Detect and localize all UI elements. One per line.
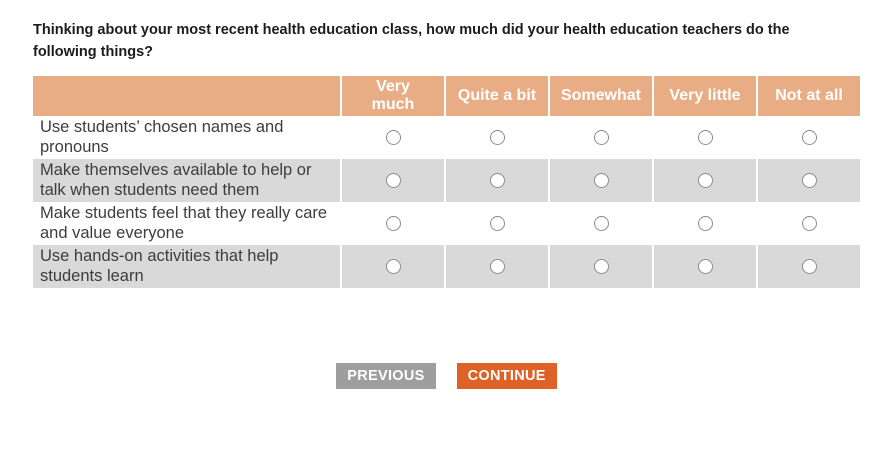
radio-button[interactable] [593, 129, 609, 145]
radio-cell [652, 158, 756, 202]
column-header: Not at all [756, 75, 860, 116]
radio-cell [652, 201, 756, 245]
radio-cell [340, 201, 444, 245]
column-header: Somewhat [548, 75, 652, 116]
matrix-row: Make students feel that they really care… [33, 201, 860, 245]
question-title: Thinking about your most recent health e… [33, 22, 790, 60]
column-header: Quite a bit [444, 75, 548, 116]
matrix-corner-cell [33, 75, 340, 116]
matrix-row: Make themselves available to help or tal… [33, 158, 860, 202]
radio-cell [340, 158, 444, 202]
radio-cell [548, 115, 652, 159]
radio-button[interactable] [697, 215, 713, 231]
column-header: Very little [652, 75, 756, 116]
previous-button[interactable]: PREVIOUS [336, 362, 436, 389]
radio-cell [444, 201, 548, 245]
radio-button[interactable] [593, 172, 609, 188]
radio-button[interactable] [801, 129, 817, 145]
radio-button[interactable] [489, 215, 505, 231]
radio-cell [756, 201, 860, 245]
radio-cell [444, 158, 548, 202]
radio-button[interactable] [489, 258, 505, 274]
matrix-row: Use students’ chosen names and pronouns [33, 115, 860, 159]
radio-cell [444, 244, 548, 288]
radio-button[interactable] [489, 172, 505, 188]
matrix-table: Very much Quite a bit Somewhat Very little N… [33, 75, 860, 288]
radio-cell [340, 244, 444, 288]
radio-cell [652, 244, 756, 288]
radio-button[interactable] [489, 129, 505, 145]
navigation-buttons: PREVIOUS CONTINUE [33, 362, 860, 389]
radio-button[interactable] [697, 258, 713, 274]
radio-button[interactable] [801, 215, 817, 231]
row-label: Use students’ chosen names and pronouns [33, 115, 340, 159]
radio-cell [652, 115, 756, 159]
radio-cell [444, 115, 548, 159]
radio-button[interactable] [593, 215, 609, 231]
radio-button[interactable] [385, 129, 401, 145]
radio-button[interactable] [593, 258, 609, 274]
matrix-row: Use hands-on activities that help studen… [33, 244, 860, 288]
radio-cell [756, 244, 860, 288]
continue-button[interactable]: CONTINUE [456, 362, 557, 389]
radio-cell [756, 115, 860, 159]
radio-cell [548, 158, 652, 202]
row-label: Make themselves available to help or tal… [33, 158, 340, 202]
radio-cell [548, 201, 652, 245]
radio-button[interactable] [697, 129, 713, 145]
column-header: Very much [340, 75, 444, 116]
matrix-header-row: Very much Quite a bit Somewhat Very little N… [33, 75, 860, 116]
radio-button[interactable] [801, 172, 817, 188]
radio-cell [756, 158, 860, 202]
radio-cell [340, 115, 444, 159]
matrix-body: Use students’ chosen names and pronouns M… [33, 115, 860, 288]
radio-button[interactable] [385, 258, 401, 274]
question-block: Thinking about your most recent health e… [33, 20, 860, 389]
radio-button[interactable] [385, 172, 401, 188]
radio-cell [548, 244, 652, 288]
row-label: Make students feel that they really care… [33, 201, 340, 245]
radio-button[interactable] [385, 215, 401, 231]
radio-button[interactable] [801, 258, 817, 274]
row-label: Use hands-on activities that help studen… [33, 244, 340, 288]
radio-button[interactable] [697, 172, 713, 188]
